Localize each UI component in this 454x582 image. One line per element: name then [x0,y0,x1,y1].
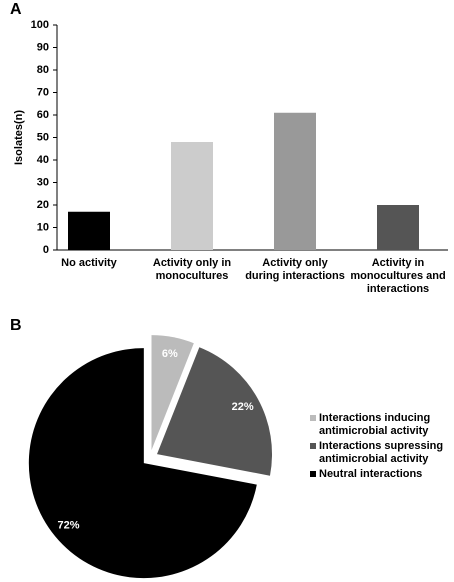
y-tick-label: 100 [31,19,49,31]
y-tick-label: 90 [37,41,49,53]
slice-label: 72% [58,519,80,531]
bar [377,205,419,250]
x-tick-label: Activity only in monocultures [152,257,232,282]
pie-slice [151,335,194,451]
legend-swatch [310,471,316,477]
y-tick-label: 20 [37,199,49,211]
pie-slice [157,347,273,476]
legend-label: Interactions inducing antimicrobial acti… [319,412,431,437]
y-tick-label: 70 [37,86,49,98]
panel-label: A [10,1,22,18]
legend-label: Neutral interactions [319,468,423,480]
bar [171,142,213,250]
y-tick-label: 50 [37,131,49,143]
pie-slice [28,348,257,579]
slice-label: 6% [162,348,178,360]
x-tick-label: Activity only during interactions [245,257,345,282]
legend-swatch [310,443,316,449]
y-tick-label: 40 [37,154,49,166]
x-tick-label: Activity in monocultures and interaction… [350,257,446,295]
y-tick-label: 10 [37,221,49,233]
legend-swatch [310,415,316,421]
x-tick-label: No activity [61,257,117,269]
y-tick-label: 30 [37,176,49,188]
panel-label: B [10,317,22,334]
legend-label: Interactions supressing antimicrobial ac… [319,440,444,465]
bar [68,211,110,250]
bar [274,112,316,250]
y-tick-label: 60 [37,109,49,121]
y-tick-label: 0 [43,244,49,256]
slice-label: 22% [232,401,254,413]
y-axis-label: Isolates(n) [13,110,25,165]
y-tick-label: 80 [37,64,49,76]
